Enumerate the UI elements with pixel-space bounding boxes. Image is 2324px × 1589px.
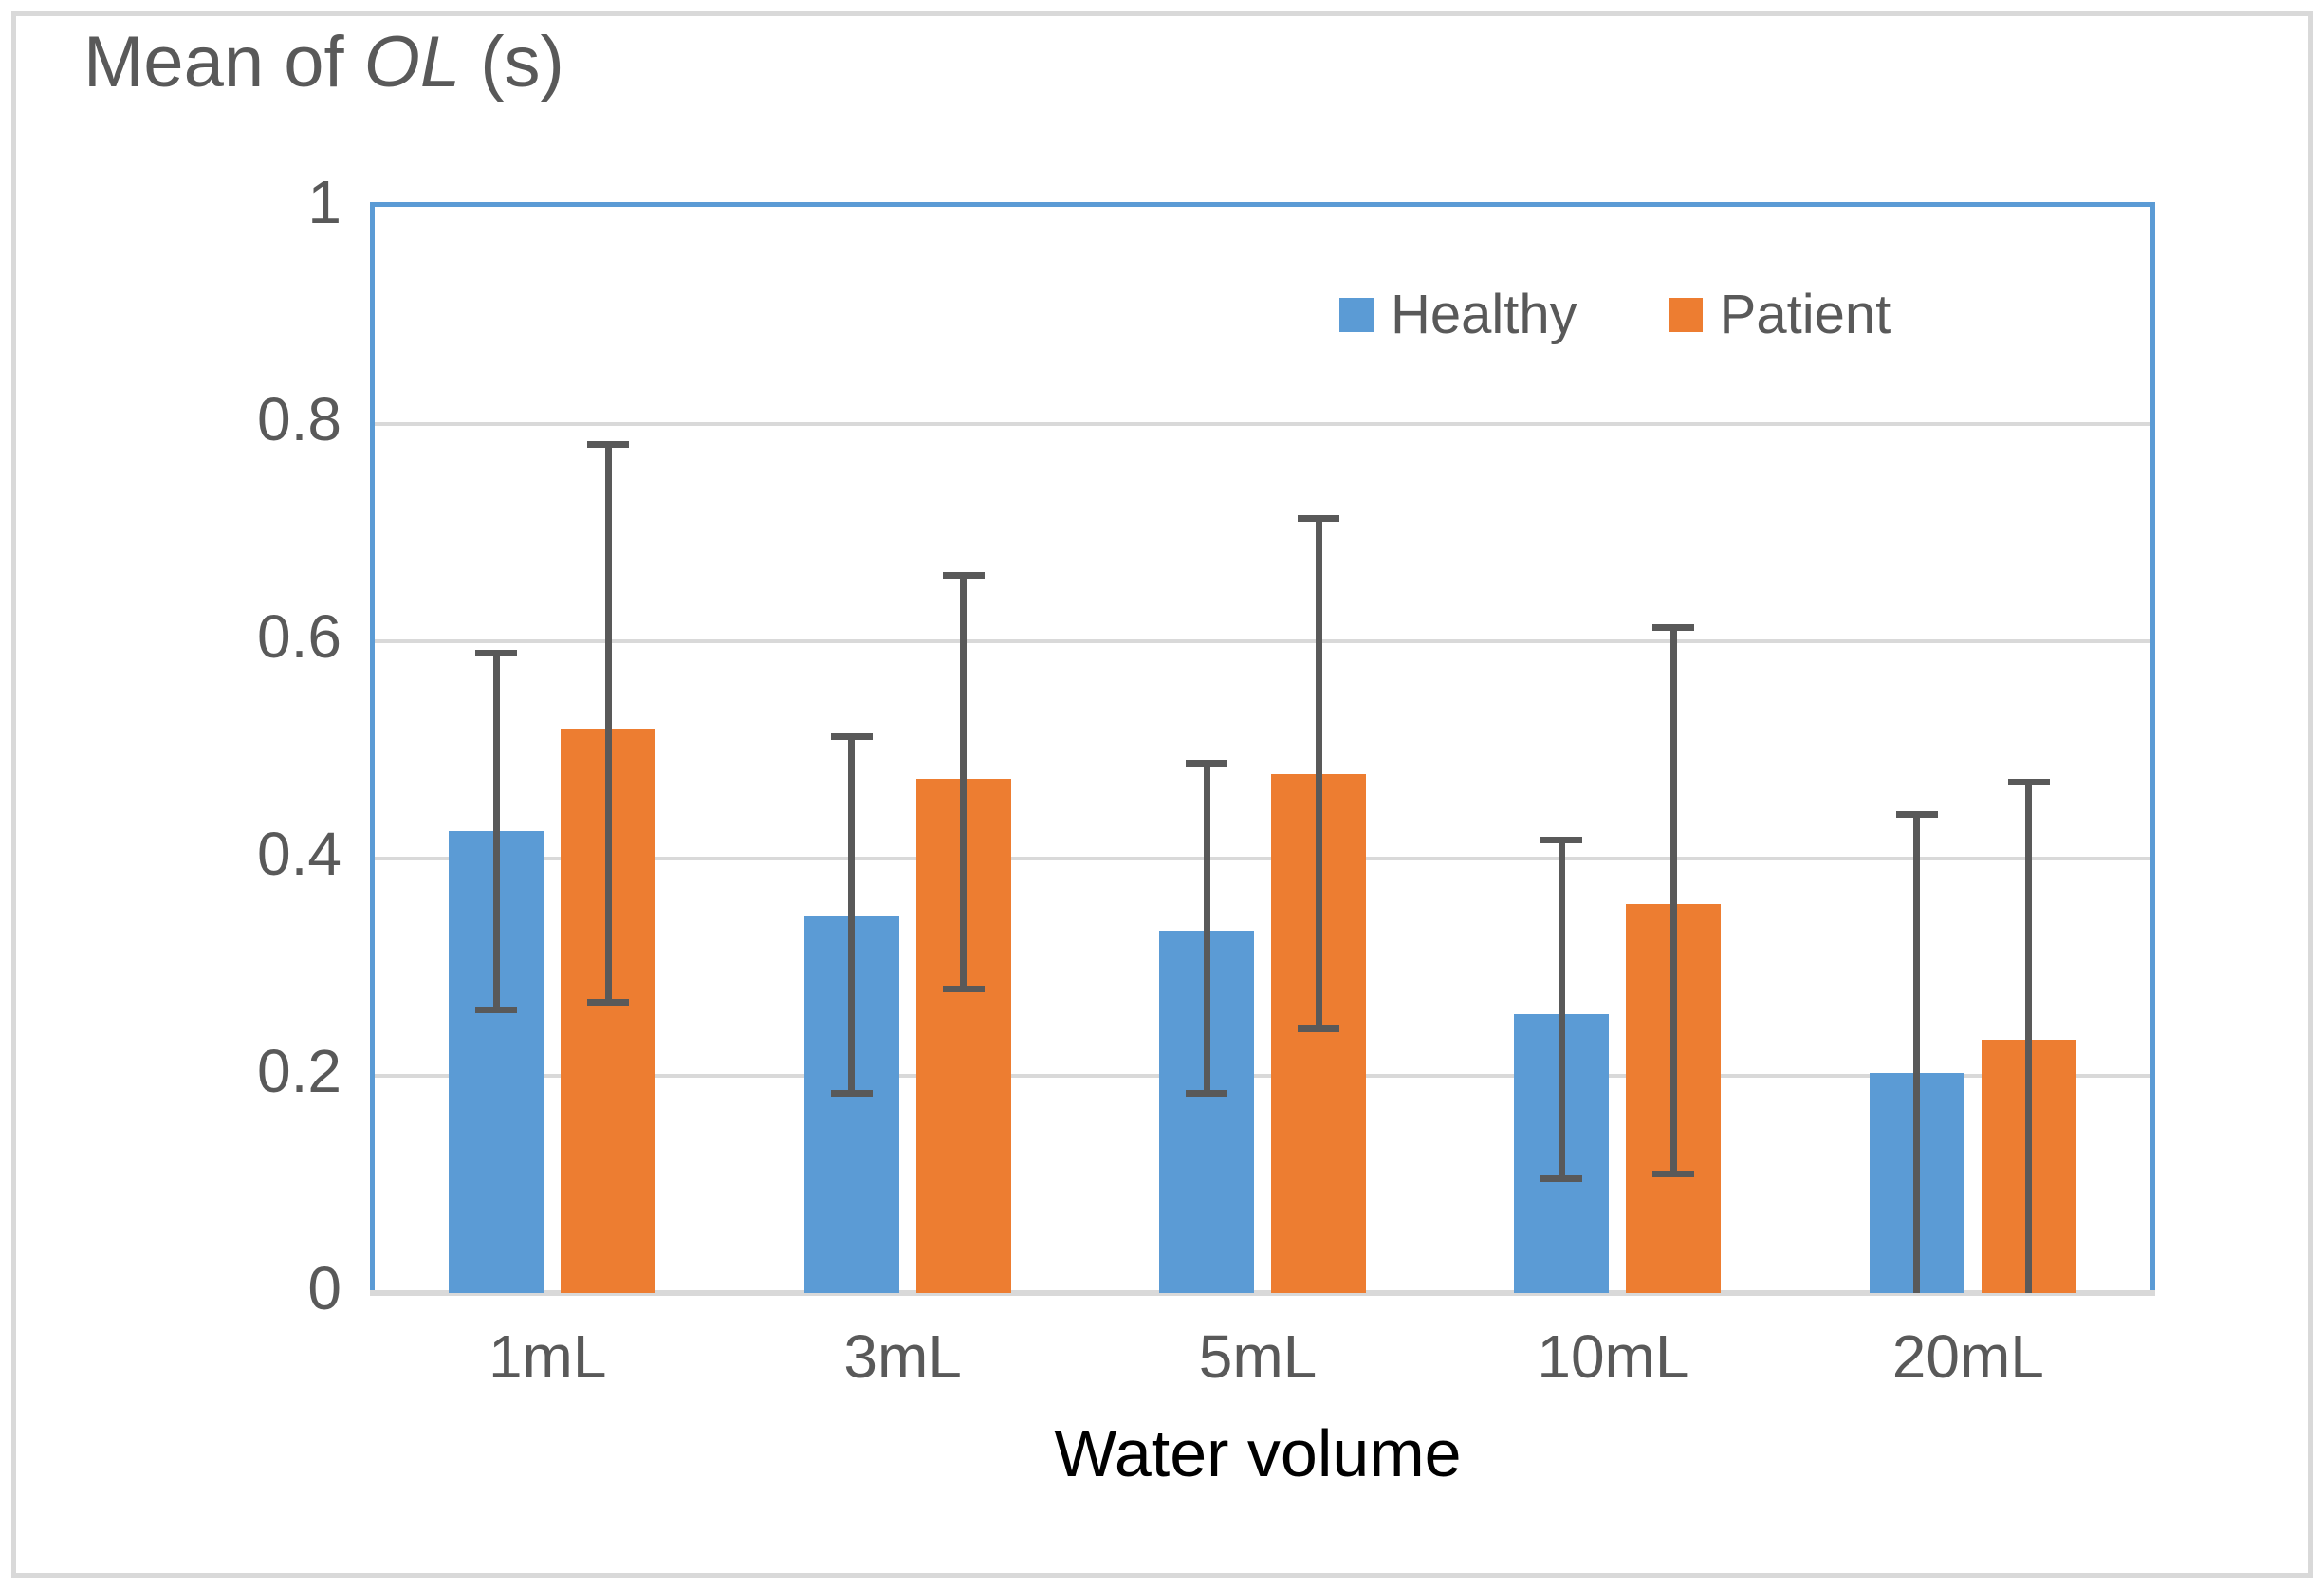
error-bar-cap [1186,1089,1227,1097]
legend-label: Healthy [1391,284,1577,345]
error-bar-healthy-3mL [848,736,856,1094]
error-bar-cap [1298,1025,1339,1033]
error-bar-cap [587,998,630,1006]
legend-item-healthy: Healthy [1339,285,1577,345]
y-axis-tick-label: 0.6 [257,602,341,671]
gridline [375,422,2150,426]
error-bar-cap [587,441,630,449]
legend-color-swatch [1339,298,1374,332]
x-axis-title: Water volume [1054,1416,1462,1490]
legend: Healthy Patient [1339,285,1891,345]
gridline [375,639,2150,643]
x-axis-category-label: 1mL [488,1322,607,1391]
y-axis-tick-label: 0.2 [257,1037,341,1105]
x-axis-category-label: 20mL [1891,1322,2044,1391]
error-bar-cap [830,733,873,741]
x-axis-category-label: 10mL [1537,1322,1689,1391]
x-axis-category-label: 5mL [1198,1322,1318,1391]
error-bar-patient-20mL [2025,782,2033,1293]
error-bar-healthy-1mL [492,653,500,1010]
chart-title-prefix: Mean of [83,22,364,102]
x-axis-line [370,1290,2155,1296]
error-bar-healthy-10mL [1558,840,1565,1179]
chart-title: Mean of OL (s) [83,21,564,103]
error-bar-cap [1540,837,1583,844]
error-bar-healthy-20mL [1913,814,1921,1293]
y-axis-tick-label: 1 [307,168,341,236]
error-bar-cap [942,985,985,992]
legend-color-swatch [1668,298,1703,332]
gridline [375,1074,2150,1078]
legend-label: Patient [1719,284,1891,345]
error-bar-cap [830,1089,873,1097]
chart-title-suffix: (s) [460,22,564,102]
gridline [375,857,2150,860]
y-axis-tick-label: 0.8 [257,385,341,453]
error-bar-healthy-5mL [1203,763,1210,1094]
error-bar-cap [1652,623,1695,631]
chart-title-italic: OL [363,22,461,102]
error-bar-cap [942,571,985,579]
x-axis-category-label: 3mL [843,1322,962,1391]
error-bar-cap [1186,759,1227,767]
y-axis-tick-label: 0.4 [257,820,341,888]
error-bar-patient-5mL [1315,518,1322,1029]
error-bar-cap [2007,779,2050,786]
legend-item-patient: Patient [1668,284,1891,345]
error-bar-patient-3mL [960,575,968,989]
error-bar-cap [475,650,518,657]
error-bar-cap [1895,810,1938,818]
y-axis-tick-label: 0 [307,1254,341,1322]
error-bar-cap [475,1006,518,1013]
error-bar-patient-10mL [1669,627,1677,1174]
error-bar-patient-1mL [604,444,612,1003]
error-bar-cap [1652,1170,1695,1177]
plot-area [370,202,2155,1296]
error-bar-cap [1540,1175,1583,1183]
error-bar-cap [1298,515,1339,523]
